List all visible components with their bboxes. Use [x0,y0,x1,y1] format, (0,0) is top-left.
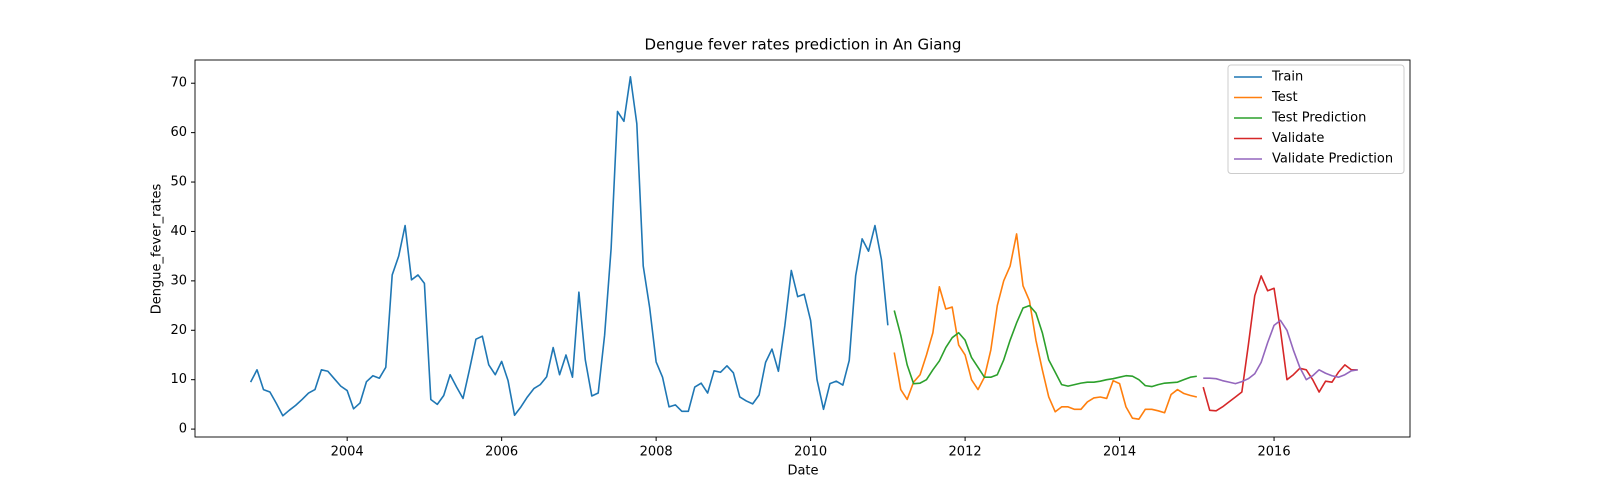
legend-label: Validate [1272,131,1324,146]
series-line [1202,275,1358,412]
plot-frame [194,59,1411,438]
y-tick-label: 0 [179,422,187,437]
x-tick-label: 2004 [331,445,364,460]
x-axis-label: Date [787,464,818,479]
y-tick-label: 10 [170,372,187,387]
y-tick-label: 20 [170,323,187,338]
y-axis-label: Dengue_fever_rates [150,184,165,315]
chart-title: Dengue fever rates prediction in An Gian… [645,36,962,54]
x-tick-label: 2010 [794,445,827,460]
x-tick-label: 2008 [640,445,673,460]
legend-label: Train [1271,70,1303,85]
x-tick-label: 2012 [949,445,982,460]
series-line [249,76,889,417]
legend-box [1227,64,1405,174]
series-line [893,233,1197,421]
y-tick-label: 60 [170,125,187,140]
legend-label: Test [1271,90,1298,105]
y-tick-label: 70 [170,76,187,91]
legend-label: Test Prediction [1271,111,1366,126]
x-tick-label: 2016 [1258,445,1291,460]
series-line [893,304,1197,388]
x-tick-label: 2006 [485,445,518,460]
series-line [1203,319,1358,385]
legend-label: Validate Prediction [1272,152,1393,167]
y-tick-label: 40 [170,224,187,239]
x-tick-label: 2014 [1103,445,1136,460]
y-tick-label: 30 [170,273,187,288]
y-tick-label: 50 [170,175,187,190]
